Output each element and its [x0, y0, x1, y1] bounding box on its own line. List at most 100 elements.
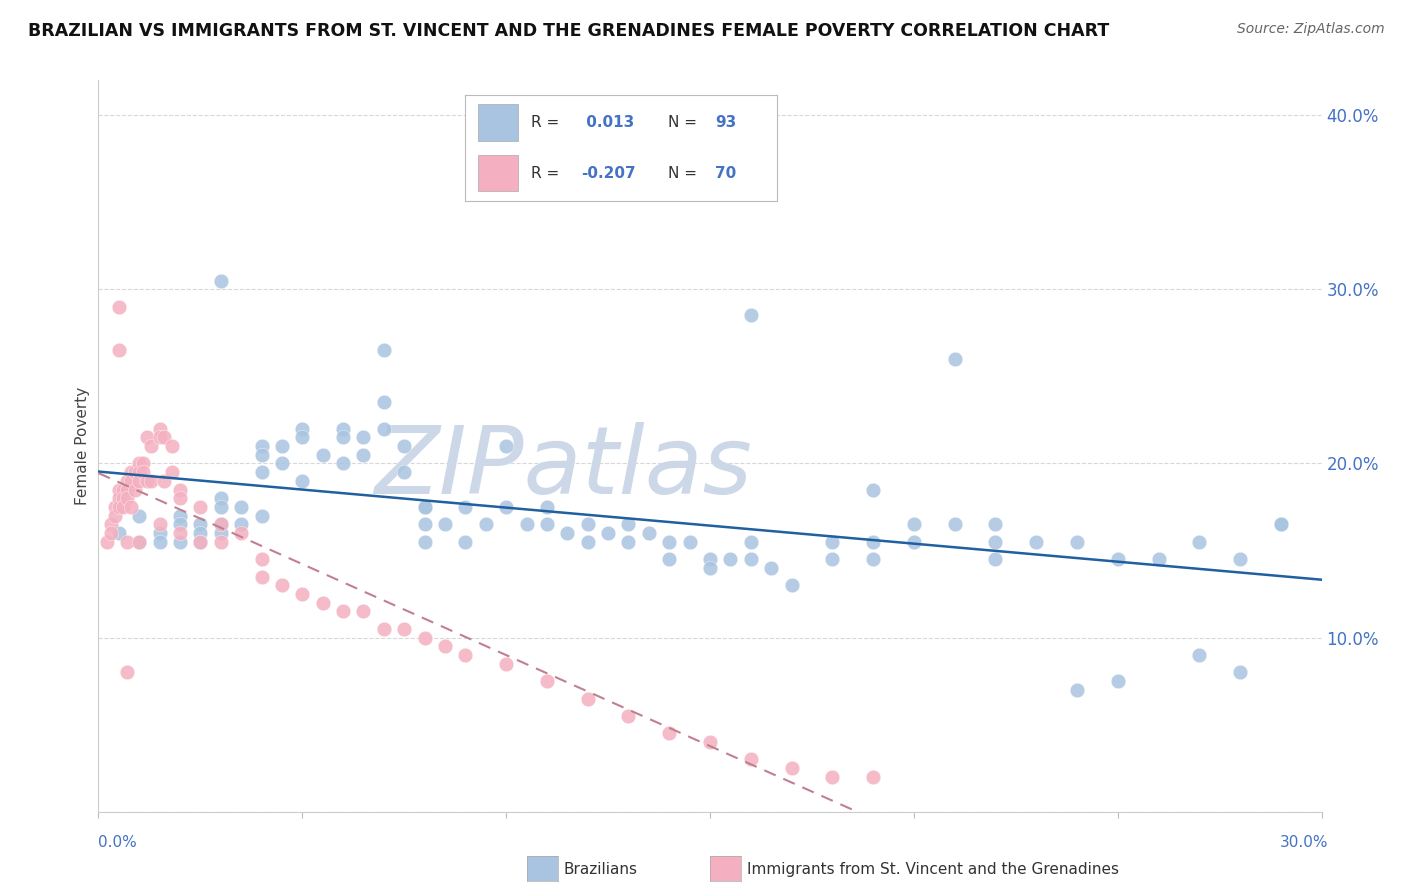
Point: [495, 500, 517, 514]
Point: [332, 421, 354, 435]
Point: [392, 465, 416, 479]
Point: [104, 508, 127, 523]
Point: [250, 569, 273, 583]
Point: [759, 561, 782, 575]
Point: [169, 534, 191, 549]
Point: [699, 735, 721, 749]
Point: [120, 474, 142, 488]
Point: [536, 500, 558, 514]
Point: [1188, 534, 1211, 549]
Point: [111, 483, 134, 497]
Point: [821, 552, 844, 566]
Point: [1107, 674, 1129, 689]
Point: [128, 534, 150, 549]
Point: [413, 517, 436, 532]
Point: [250, 508, 273, 523]
Point: [984, 517, 1007, 532]
Point: [160, 465, 183, 479]
Point: [124, 465, 146, 479]
Point: [108, 526, 131, 541]
Point: [862, 770, 884, 784]
Point: [169, 508, 191, 523]
Text: Immigrants from St. Vincent and the Grenadines: Immigrants from St. Vincent and the Gren…: [747, 863, 1119, 877]
Point: [115, 483, 138, 497]
Point: [149, 430, 172, 444]
Point: [373, 395, 395, 409]
Point: [111, 500, 134, 514]
Point: [821, 534, 844, 549]
Point: [108, 300, 131, 314]
Point: [1229, 552, 1251, 566]
Point: [495, 439, 517, 453]
Point: [270, 578, 292, 592]
Point: [169, 517, 191, 532]
Point: [943, 351, 966, 366]
Point: [1229, 665, 1251, 680]
Point: [136, 430, 159, 444]
Point: [250, 465, 273, 479]
Point: [454, 648, 477, 662]
Point: [100, 526, 122, 541]
Point: [209, 500, 232, 514]
Point: [780, 578, 803, 592]
Point: [433, 640, 456, 654]
Point: [188, 534, 212, 549]
Point: [617, 709, 640, 723]
Point: [638, 526, 661, 541]
Point: [1107, 552, 1129, 566]
Point: [617, 517, 640, 532]
Point: [740, 534, 762, 549]
Point: [250, 552, 273, 566]
Point: [903, 534, 925, 549]
Point: [821, 770, 844, 784]
Point: [332, 457, 354, 471]
Point: [862, 534, 884, 549]
Point: [1270, 517, 1292, 532]
Point: [209, 517, 232, 532]
Point: [413, 534, 436, 549]
Point: [100, 517, 122, 532]
Point: [128, 465, 150, 479]
Point: [699, 552, 721, 566]
Point: [392, 439, 416, 453]
Point: [984, 534, 1007, 549]
Point: [699, 561, 721, 575]
Point: [984, 552, 1007, 566]
Point: [474, 517, 498, 532]
Point: [433, 517, 456, 532]
Point: [495, 657, 517, 671]
Point: [373, 343, 395, 358]
Point: [209, 526, 232, 541]
Point: [332, 430, 354, 444]
Text: Source: ZipAtlas.com: Source: ZipAtlas.com: [1237, 22, 1385, 37]
Point: [120, 500, 142, 514]
Point: [231, 500, 253, 514]
Point: [270, 439, 292, 453]
Point: [291, 430, 314, 444]
Point: [311, 448, 335, 462]
Point: [160, 439, 183, 453]
Point: [169, 483, 191, 497]
Point: [617, 534, 640, 549]
Point: [1066, 534, 1088, 549]
Point: [149, 517, 172, 532]
Point: [141, 474, 163, 488]
Point: [169, 491, 191, 506]
Point: [352, 448, 374, 462]
Y-axis label: Female Poverty: Female Poverty: [75, 387, 90, 505]
Text: 0.0%: 0.0%: [98, 836, 138, 850]
Point: [291, 587, 314, 601]
Point: [250, 448, 273, 462]
Point: [128, 508, 150, 523]
Point: [413, 500, 436, 514]
Text: BRAZILIAN VS IMMIGRANTS FROM ST. VINCENT AND THE GRENADINES FEMALE POVERTY CORRE: BRAZILIAN VS IMMIGRANTS FROM ST. VINCENT…: [28, 22, 1109, 40]
Point: [128, 534, 150, 549]
Point: [576, 534, 599, 549]
Point: [104, 500, 127, 514]
Point: [124, 483, 146, 497]
Point: [108, 483, 131, 497]
Point: [515, 517, 537, 532]
Point: [311, 596, 335, 610]
Point: [332, 604, 354, 618]
Point: [576, 517, 599, 532]
